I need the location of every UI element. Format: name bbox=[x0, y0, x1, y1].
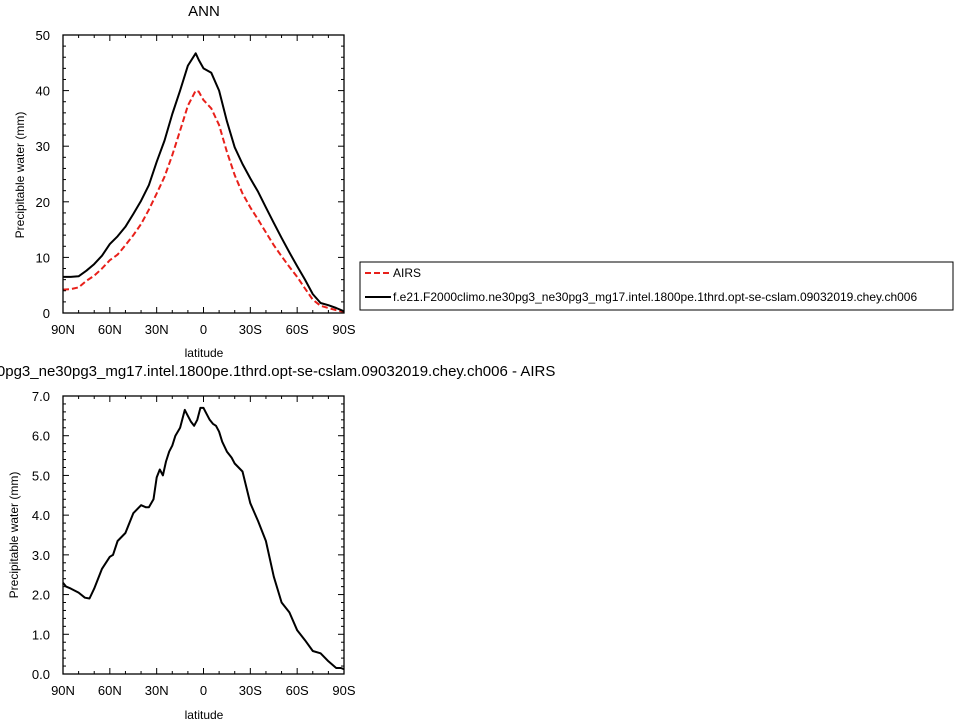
x-tick-label: 0 bbox=[200, 683, 207, 698]
x-tick-label: 60N bbox=[98, 683, 122, 698]
x-tick-label: 90S bbox=[332, 683, 355, 698]
y-tick-label: 10 bbox=[36, 250, 50, 265]
plot-frame-1 bbox=[62, 395, 345, 675]
bottom-panel: f.e21.F2000climo.ne30pg3_ne30pg3_mg17.in… bbox=[0, 363, 555, 722]
legend-label-airs: AIRS bbox=[393, 266, 421, 280]
bottom-tick-marks bbox=[62, 395, 345, 675]
x-tick-label: 90N bbox=[51, 322, 75, 337]
bottom-chart-title: f.e21.F2000climo.ne30pg3_ne30pg3_mg17.in… bbox=[0, 363, 555, 380]
series-line-0-0 bbox=[62, 89, 345, 313]
legend: AIRS f.e21.F2000climo.ne30pg3_ne30pg3_mg… bbox=[359, 261, 954, 311]
y-tick-label: 40 bbox=[36, 84, 50, 99]
x-tick-label: 60S bbox=[286, 322, 309, 337]
x-tick-label: 90S bbox=[332, 322, 355, 337]
bottom-y-tick-labels: 0.0 1.0 2.0 3.0 4.0 5.0 6.0 7.0 bbox=[32, 389, 50, 682]
top-chart-title: ANN bbox=[188, 3, 220, 20]
series-line-1-0 bbox=[62, 406, 345, 671]
top-panel: ANN 90N 60N 30N 0 30S 60S 90S 0 10 20 30 40 50 lati… bbox=[13, 3, 356, 360]
y-tick-label: 20 bbox=[36, 195, 50, 210]
y-tick-label: 5.0 bbox=[32, 468, 50, 483]
top-y-axis-label: Precipitable water (mm) bbox=[13, 112, 27, 239]
x-tick-label: 90N bbox=[51, 683, 75, 698]
y-tick-label: 2.0 bbox=[32, 588, 50, 603]
y-tick-label: 0 bbox=[43, 306, 50, 321]
bottom-y-axis-label: Precipitable water (mm) bbox=[7, 472, 21, 599]
bottom-plot-area bbox=[62, 395, 345, 675]
y-tick-label: 0.0 bbox=[32, 667, 50, 682]
top-tick-marks bbox=[62, 34, 345, 314]
plot-frame-0 bbox=[62, 34, 345, 314]
x-tick-label: 0 bbox=[200, 322, 207, 337]
bottom-x-tick-labels: 90N 60N 30N 0 30S 60S 90S bbox=[51, 683, 356, 698]
top-x-tick-labels: 90N 60N 30N 0 30S 60S 90S bbox=[51, 322, 356, 337]
legend-label-model: f.e21.F2000climo.ne30pg3_ne30pg3_mg17.in… bbox=[393, 290, 917, 304]
x-tick-label: 30S bbox=[239, 322, 262, 337]
y-tick-label: 7.0 bbox=[32, 389, 50, 404]
y-tick-label: 6.0 bbox=[32, 429, 50, 444]
x-tick-label: 30S bbox=[239, 683, 262, 698]
legend-box bbox=[359, 261, 954, 311]
top-plot-area bbox=[62, 34, 345, 314]
bottom-x-axis-label: latitude bbox=[185, 708, 224, 722]
y-tick-label: 1.0 bbox=[32, 627, 50, 642]
series-line-0-1 bbox=[63, 52, 345, 313]
x-tick-label: 60S bbox=[286, 683, 309, 698]
top-y-tick-labels: 0 10 20 30 40 50 bbox=[36, 28, 50, 321]
y-tick-label: 30 bbox=[36, 139, 50, 154]
x-tick-label: 60N bbox=[98, 322, 122, 337]
y-tick-label: 50 bbox=[36, 28, 50, 43]
y-tick-label: 4.0 bbox=[32, 508, 50, 523]
x-tick-label: 30N bbox=[145, 683, 169, 698]
top-x-axis-label: latitude bbox=[185, 346, 224, 360]
y-tick-label: 3.0 bbox=[32, 548, 50, 563]
x-tick-label: 30N bbox=[145, 322, 169, 337]
